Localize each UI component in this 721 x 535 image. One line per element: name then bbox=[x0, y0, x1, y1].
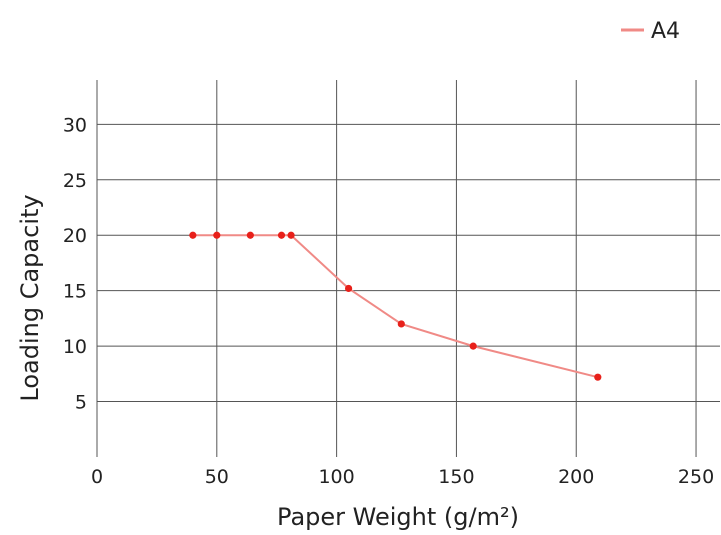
x-tick-label: 50 bbox=[205, 466, 229, 488]
y-tick-label: 30 bbox=[63, 114, 87, 136]
y-tick-label: 5 bbox=[75, 392, 87, 414]
legend-label-a4: A4 bbox=[651, 19, 680, 44]
x-axis-title: Paper Weight (g/m²) bbox=[277, 503, 519, 531]
y-axis-title: Loading Capacity bbox=[16, 194, 44, 401]
y-tick-label: 25 bbox=[63, 170, 87, 192]
series bbox=[189, 231, 602, 381]
y-tick-label: 10 bbox=[63, 336, 87, 358]
x-tick-label: 0 bbox=[91, 466, 103, 488]
grid bbox=[96, 80, 720, 457]
data-point[interactable] bbox=[344, 284, 353, 293]
x-tick-label: 100 bbox=[318, 466, 354, 488]
data-point[interactable] bbox=[189, 231, 197, 239]
legend[interactable]: A4 bbox=[621, 19, 680, 44]
x-tick-label: 150 bbox=[438, 466, 474, 488]
data-point[interactable] bbox=[287, 231, 295, 239]
data-point[interactable] bbox=[213, 231, 221, 239]
data-point[interactable] bbox=[594, 373, 602, 381]
y-axis-ticks: 5 10 15 20 25 30 bbox=[63, 114, 87, 413]
y-tick-label: 15 bbox=[63, 281, 87, 303]
data-point[interactable] bbox=[469, 342, 477, 350]
data-point[interactable] bbox=[397, 320, 405, 328]
data-point[interactable] bbox=[277, 231, 286, 239]
x-axis-ticks: 0 50 100 150 200 250 bbox=[91, 466, 714, 488]
data-point[interactable] bbox=[246, 231, 254, 239]
y-tick-label: 20 bbox=[63, 225, 87, 247]
series-line-a4 bbox=[192, 234, 599, 379]
x-tick-label: 250 bbox=[678, 466, 714, 488]
x-tick-label: 200 bbox=[558, 466, 594, 488]
